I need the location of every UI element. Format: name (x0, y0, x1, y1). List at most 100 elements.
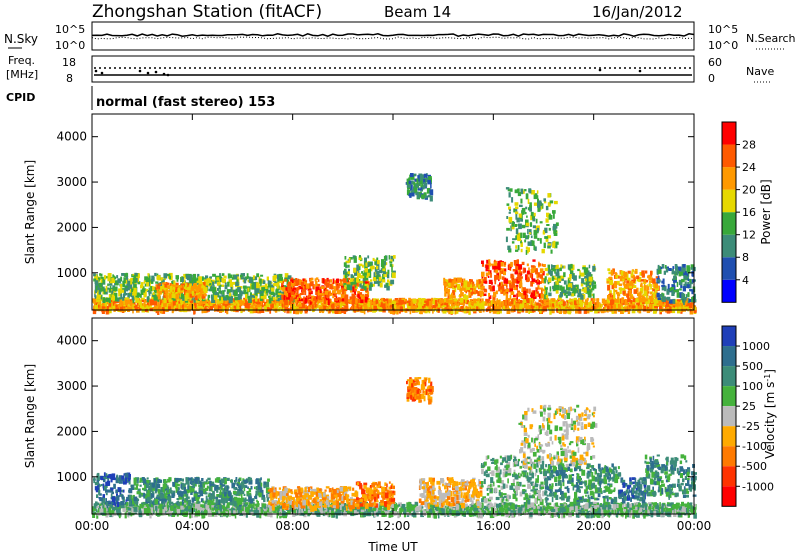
echo-cell (382, 268, 386, 272)
echo-cell (308, 295, 310, 298)
echo-cell (511, 283, 515, 288)
echo-cell (194, 295, 198, 301)
echo-cell (577, 292, 581, 298)
echo-cell (666, 291, 670, 295)
echo-cell (432, 307, 434, 314)
echo-cell (481, 263, 484, 267)
echo-cell (231, 281, 236, 285)
echo-cell (327, 307, 331, 311)
echo-cell (203, 293, 207, 297)
echo-cell (671, 304, 674, 307)
echo-cell (300, 298, 304, 301)
echo-cell (170, 303, 174, 307)
echo-cell (169, 286, 172, 292)
echo-cell (470, 302, 474, 305)
echo-cell (488, 292, 491, 297)
echo-cell (650, 303, 653, 310)
echo-cell (642, 301, 645, 305)
echo-cell (265, 289, 268, 294)
echo-cell (369, 266, 373, 272)
echo-cell (506, 216, 509, 219)
echo-cell (366, 270, 370, 276)
echo-cell (253, 300, 257, 304)
echo-cell (502, 284, 505, 289)
echo-cell (354, 256, 357, 258)
freq-dot (166, 73, 170, 77)
echo-cell (199, 293, 203, 297)
colorbar-segment (722, 122, 736, 145)
echo-cell (175, 299, 179, 305)
freq-dot (100, 71, 104, 75)
echo-cell (452, 287, 455, 290)
echo-cell (499, 269, 502, 276)
echo-cell (218, 285, 221, 289)
echo-cell (275, 282, 279, 287)
echo-cell (184, 295, 188, 301)
echo-cell (207, 305, 210, 308)
echo-cell (191, 277, 196, 281)
echo-cell (159, 286, 162, 292)
echo-cell (618, 305, 622, 311)
echo-cell (96, 294, 101, 300)
echo-cell (260, 289, 264, 296)
echo-cell (533, 235, 538, 239)
echo-cell (408, 180, 412, 186)
echo-cell (259, 291, 262, 294)
echo-cell (370, 301, 373, 305)
echo-cell (552, 289, 556, 292)
echo-cell (281, 287, 286, 291)
echo-cell (343, 291, 347, 295)
echo-cell (340, 302, 342, 309)
echo-cell (419, 308, 423, 315)
echo-cell (332, 278, 335, 284)
echo-cell (611, 283, 614, 290)
echo-cell (364, 261, 367, 264)
echo-cell (228, 305, 231, 308)
echo-cell (408, 303, 412, 309)
echo-cell (173, 283, 176, 286)
echo-cell (114, 276, 117, 280)
echo-cell (388, 299, 393, 305)
echo-cell (349, 307, 352, 310)
freq-dot (154, 70, 158, 74)
echo-cell (323, 296, 327, 301)
echo-cell (157, 293, 161, 300)
echo-cell (689, 309, 692, 313)
echo-cell (218, 275, 222, 280)
echo-cell (350, 288, 353, 293)
echo-cell (579, 270, 581, 276)
echo-cell (379, 282, 383, 288)
echo-cell (466, 299, 469, 305)
echo-cell (341, 287, 345, 292)
echo-cell (374, 259, 377, 262)
echo-cell (245, 293, 248, 300)
echo-cell (392, 255, 396, 259)
echo-cell (144, 303, 147, 309)
echo-cell (162, 279, 165, 283)
echo-cell (514, 298, 518, 301)
nsky-trace (91, 32, 695, 37)
echo-cell (632, 512, 635, 519)
echo-cell (384, 265, 386, 269)
echo-cell (213, 294, 218, 300)
echo-cell (235, 281, 239, 287)
echo-cell (423, 192, 427, 198)
echo-cell (449, 298, 454, 304)
echo-cell (530, 235, 533, 239)
echo-cell (442, 308, 447, 314)
echo-cell (607, 305, 610, 311)
echo-cell (352, 278, 356, 282)
echo-cell (226, 289, 231, 294)
echo-cell (240, 308, 243, 314)
echo-cell (329, 283, 332, 290)
echo-cell (124, 299, 127, 306)
echo-cell (165, 291, 168, 297)
echo-cell (643, 285, 647, 291)
echo-cell (145, 288, 149, 291)
echo-cell (273, 283, 277, 287)
echo-cell (494, 259, 496, 263)
echo-cell (497, 266, 501, 271)
echo-cell (636, 287, 639, 293)
echo-cell (537, 291, 539, 297)
echo-cell (336, 306, 340, 310)
